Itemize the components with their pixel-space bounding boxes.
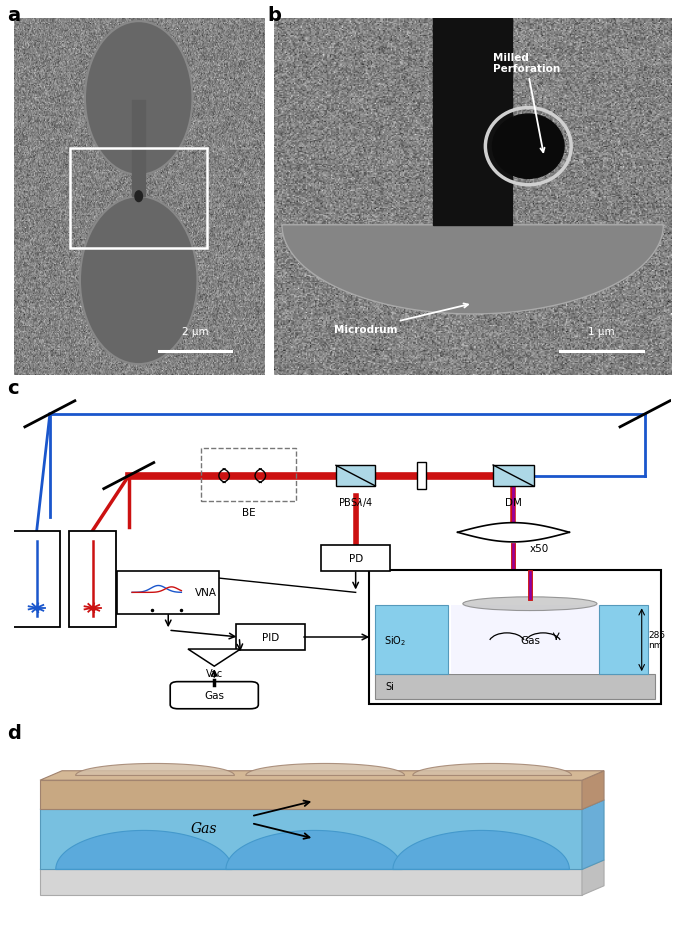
Polygon shape xyxy=(71,799,239,805)
Polygon shape xyxy=(40,809,582,870)
Polygon shape xyxy=(40,870,582,895)
Circle shape xyxy=(135,192,142,202)
Bar xyxy=(493,465,534,487)
Text: 2 μm: 2 μm xyxy=(182,326,208,337)
Text: Gas: Gas xyxy=(204,691,224,700)
Bar xyxy=(375,674,655,699)
Text: PID: PID xyxy=(262,632,279,642)
Bar xyxy=(201,449,297,502)
Text: Gas: Gas xyxy=(190,821,217,835)
Text: 1 μm: 1 μm xyxy=(588,326,615,337)
Polygon shape xyxy=(226,831,402,870)
Text: c: c xyxy=(7,378,18,397)
Polygon shape xyxy=(40,771,604,781)
Polygon shape xyxy=(246,764,405,776)
Text: a: a xyxy=(7,6,20,25)
Text: b: b xyxy=(267,6,281,25)
Text: Milled
Perforation: Milled Perforation xyxy=(493,53,560,153)
Text: 285
nm: 285 nm xyxy=(648,630,665,650)
Text: d: d xyxy=(7,723,21,742)
Circle shape xyxy=(80,197,197,364)
Bar xyxy=(336,465,375,487)
Bar xyxy=(69,531,116,627)
Bar xyxy=(132,101,145,197)
Text: Si: Si xyxy=(385,681,394,692)
Polygon shape xyxy=(241,799,409,805)
FancyBboxPatch shape xyxy=(321,546,390,571)
Polygon shape xyxy=(40,781,582,809)
FancyBboxPatch shape xyxy=(236,625,305,650)
FancyBboxPatch shape xyxy=(170,682,258,709)
Text: PBS$\lambda$/4: PBS$\lambda$/4 xyxy=(338,495,373,508)
Text: Gas: Gas xyxy=(520,635,540,645)
Text: x50: x50 xyxy=(530,543,549,553)
Polygon shape xyxy=(75,764,234,776)
Bar xyxy=(417,463,425,489)
Text: Microdrum: Microdrum xyxy=(334,304,468,335)
Bar xyxy=(13,531,60,627)
Polygon shape xyxy=(55,831,232,870)
Polygon shape xyxy=(413,764,571,776)
Polygon shape xyxy=(408,799,576,805)
Circle shape xyxy=(493,115,564,179)
Polygon shape xyxy=(282,225,663,314)
Bar xyxy=(599,605,648,674)
Circle shape xyxy=(85,22,192,175)
Bar xyxy=(433,19,512,225)
Text: Vac: Vac xyxy=(206,668,223,679)
Text: BE: BE xyxy=(242,508,256,517)
FancyBboxPatch shape xyxy=(369,570,662,705)
Text: SiO$_2$: SiO$_2$ xyxy=(384,633,406,647)
FancyBboxPatch shape xyxy=(117,571,219,615)
Bar xyxy=(70,149,208,248)
Bar xyxy=(451,605,609,674)
Polygon shape xyxy=(40,860,604,870)
Polygon shape xyxy=(188,649,240,667)
Bar xyxy=(375,605,448,674)
Text: PD: PD xyxy=(349,553,363,564)
Polygon shape xyxy=(582,860,604,895)
Polygon shape xyxy=(40,800,604,809)
Polygon shape xyxy=(582,800,604,870)
Ellipse shape xyxy=(463,597,597,611)
Polygon shape xyxy=(393,831,569,870)
Polygon shape xyxy=(582,771,604,809)
Text: DM: DM xyxy=(505,497,522,507)
Text: VNA: VNA xyxy=(195,588,216,598)
